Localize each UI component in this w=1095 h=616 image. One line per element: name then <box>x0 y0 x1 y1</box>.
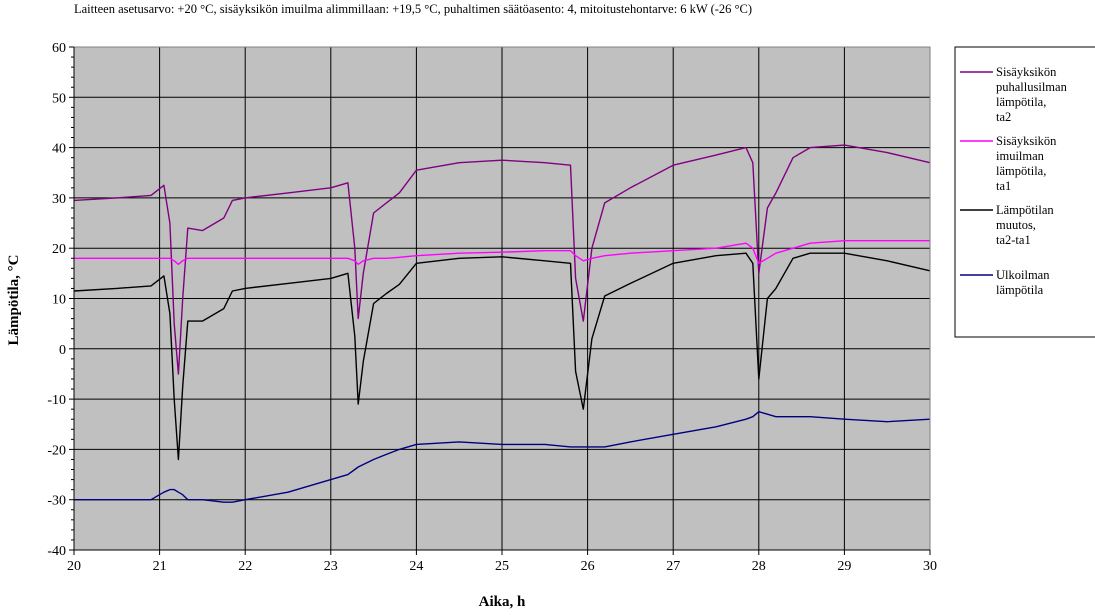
y-tick-label: -10 <box>47 393 66 408</box>
x-tick-label: 24 <box>409 559 423 574</box>
y-tick-label: -40 <box>47 544 66 559</box>
x-tick-label: 25 <box>495 559 509 574</box>
x-tick-label: 30 <box>923 559 937 574</box>
x-tick-label: 23 <box>324 559 338 574</box>
y-axis-title: Lämpötila, °C <box>6 254 22 345</box>
y-tick-label: -20 <box>47 443 66 458</box>
y-tick-label: 0 <box>59 343 66 358</box>
x-tick-label: 26 <box>581 559 595 574</box>
chart-title: Laitteen asetusarvo: +20 °C, sisäyksikön… <box>74 2 834 17</box>
x-tick-label: 22 <box>238 559 252 574</box>
x-tick-label: 20 <box>67 559 81 574</box>
x-tick-label: 29 <box>837 559 851 574</box>
y-tick-label: 30 <box>52 192 66 207</box>
y-tick-label: 40 <box>52 142 66 157</box>
y-tick-label: 50 <box>52 91 66 106</box>
y-tick-label: -30 <box>47 494 66 509</box>
x-tick-label: 21 <box>153 559 167 574</box>
x-axis-title: Aika, h <box>479 594 526 610</box>
y-tick-label: 60 <box>52 41 66 56</box>
x-tick-label: 27 <box>666 559 680 574</box>
y-tick-label: 10 <box>52 293 66 308</box>
y-tick-label: 20 <box>52 242 66 257</box>
legend-label-4: Ulkoilman lämpötila <box>996 268 1050 297</box>
x-tick-label: 28 <box>752 559 766 574</box>
